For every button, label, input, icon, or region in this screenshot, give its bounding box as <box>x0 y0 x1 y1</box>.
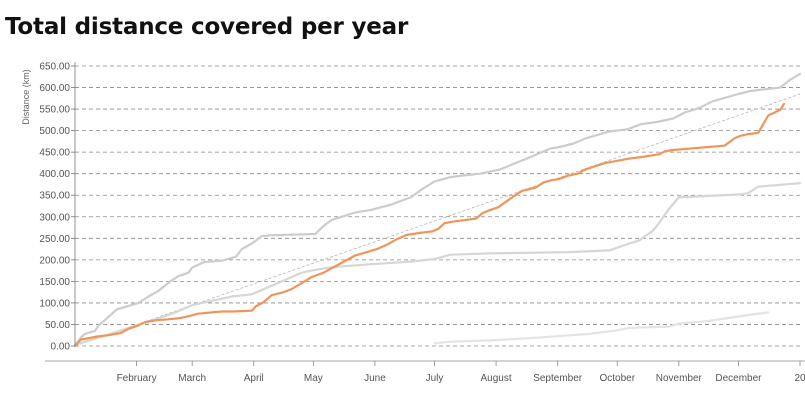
x-tick-label: August <box>481 373 512 384</box>
y-tick-label: 0.00 <box>51 342 71 353</box>
y-tick-label: 650.00 <box>39 62 70 73</box>
y-tick-label: 600.00 <box>39 83 70 94</box>
y-tick-label: 550.00 <box>39 105 70 116</box>
x-tick-label: April <box>244 373 264 384</box>
axes: 0.00 50.00 100.00 150.00 200.00 250.00 300.00 3… <box>39 62 805 384</box>
series-line-previous-year <box>73 182 802 346</box>
y-tick-label: 100.00 <box>39 298 70 309</box>
x-tick-label: May <box>304 373 323 384</box>
series-lines <box>73 72 802 348</box>
x-tick-label: December <box>715 373 762 384</box>
x-tick-label: October <box>599 373 635 384</box>
series-line-previous-year <box>433 311 770 345</box>
y-tick-label: 450.00 <box>39 148 70 159</box>
series-line-previous-year <box>73 72 802 347</box>
series-line-current-year <box>73 102 786 348</box>
grid-lines <box>75 65 800 347</box>
chart-title: Total distance covered per year <box>5 14 409 40</box>
y-tick-label: 300.00 <box>39 212 70 223</box>
x-tick-label: July <box>426 373 444 384</box>
y-tick-label: 400.00 <box>39 169 70 180</box>
y-tick-label: 200.00 <box>39 255 70 266</box>
y-tick-label: 150.00 <box>39 277 70 288</box>
y-axis-label: Distance (km) <box>21 69 31 125</box>
x-tick-label: 20 <box>794 373 805 384</box>
y-tick-label: 250.00 <box>39 234 70 245</box>
x-tick-label: February <box>117 373 157 384</box>
x-tick-label: September <box>533 373 583 384</box>
x-tick-label: June <box>364 373 386 384</box>
x-tick-label: March <box>178 373 206 384</box>
y-tick-label: 350.00 <box>39 191 70 202</box>
y-tick-label: 500.00 <box>39 126 70 137</box>
x-tick-label: November <box>656 373 703 384</box>
y-tick-label: 50.00 <box>45 320 70 331</box>
